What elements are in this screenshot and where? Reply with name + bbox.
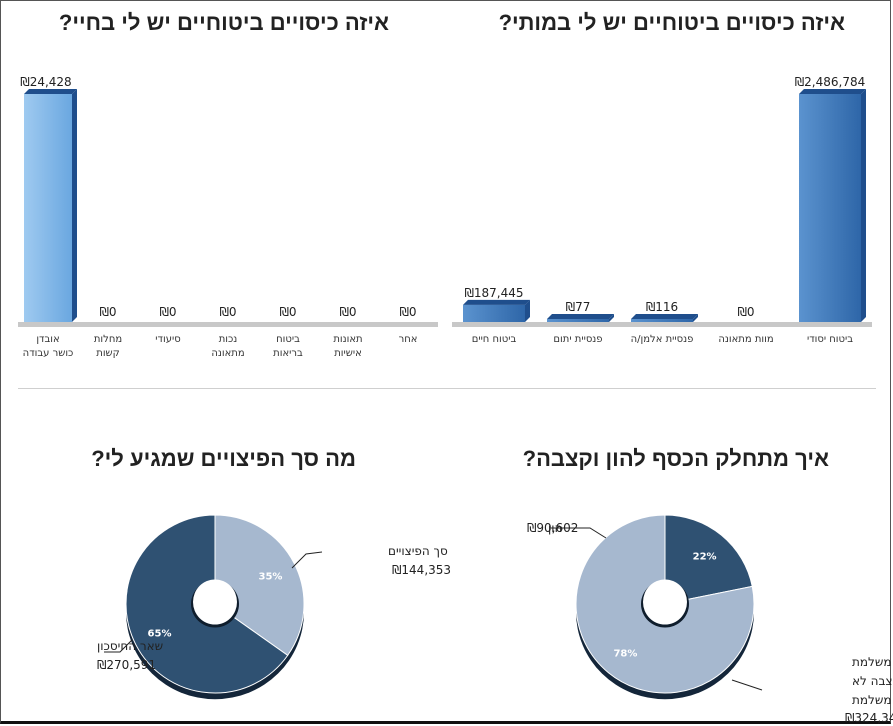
pie-percent-label-0: 22% [693, 552, 717, 563]
pie-hole [643, 579, 687, 625]
bar-category-label-1: מוות מתאונה [718, 334, 773, 345]
bar-3 [547, 319, 609, 322]
pie-slice-name-1: שאר החיסכון [97, 639, 163, 653]
pie-slice-name-0: סך הפיצויים [388, 544, 448, 558]
bar-category-label-0: אחר [399, 334, 418, 345]
pie-hole [193, 579, 237, 625]
bar-top-2 [631, 314, 698, 319]
pie-slice-0 [214, 514, 305, 657]
capital-split-pie-chart: 22%78%הון₪90,602קצבה משלמתוקצבה לאמשלמת₪… [527, 514, 893, 725]
bar-category-label-5: מחלות [94, 334, 122, 345]
pie-slice-0 [664, 514, 753, 605]
bar-category-label-4: סיעודי [155, 334, 180, 345]
bar-value-label-1: ₪0 [339, 305, 356, 319]
bar-value-label-3: ₪77 [566, 300, 591, 314]
bar-value-label-6: ₪24,428 [20, 75, 71, 89]
pie-slice-name-1: משלמת [852, 693, 892, 707]
life-coverage-title: איזה כיסויים ביטוחיים יש לי בחיי? [58, 10, 389, 35]
severance-pie-chart: 35% 65% סך הפיצויים ₪144,353 שאר החיסכון ₪270… [97, 514, 451, 700]
bar-value-label-4: ₪0 [159, 305, 176, 319]
pie-leader-line-1 [104, 639, 133, 653]
bar-side-6 [72, 89, 77, 322]
bar-category-label-5: קשות [96, 348, 119, 359]
bar-category-label-4: ביטוח חיים [472, 334, 517, 345]
life-coverage-bar-chart: ₪0 אחר ₪0 תאונות אישיות ₪0 ביטוח בריאות ₪0 נכות מת… [18, 75, 438, 359]
bar-0 [799, 94, 861, 322]
pie-leader-line-0 [291, 551, 323, 569]
bar-top-6 [24, 89, 77, 94]
capital-split-title: איך מתחלק הכסף להון וקצבה? [522, 446, 829, 471]
bar-value-label-4: ₪187,445 [464, 286, 523, 300]
bar-side-4 [525, 299, 530, 322]
bar-top-0 [799, 89, 866, 94]
pie-leader-line-0 [551, 527, 607, 539]
bar-6 [24, 94, 72, 322]
bar-category-label-6: אובדן [36, 334, 59, 345]
bar-2 [631, 319, 693, 322]
bar-value-label-3: ₪0 [219, 305, 236, 319]
bar-top-4 [463, 299, 530, 305]
bar-value-label-0: ₪2,486,784 [795, 75, 865, 89]
bar-category-label-1: תאונות [333, 334, 362, 345]
bar-category-label-0: ביטוח יסודי [807, 334, 853, 345]
bar-top-3 [547, 314, 614, 319]
bar-side-2 [693, 314, 698, 322]
bar-value-label-1: ₪0 [737, 305, 754, 319]
bar-side-0 [861, 89, 866, 322]
chart-floor [452, 322, 872, 327]
pie-percent-label-1: 78% [613, 648, 637, 659]
pie-percent-label-1: 65% [148, 629, 172, 640]
bar-category-label-3: נכות [219, 334, 238, 345]
pie-slice-value-1: ₪324,342 [845, 711, 893, 725]
death-coverage-bar-chart: ₪2,486,784 ביטוח יסודי ₪0 מוות מתאונה ₪116 פנ… [452, 75, 872, 345]
bar-category-label-2: ביטוח [276, 334, 300, 345]
bar-category-label-2: פנסיית אלמן/ה [631, 334, 694, 345]
bar-category-label-3: מתאונה [211, 348, 244, 359]
section-divider [18, 388, 876, 389]
bar-category-label-1: אישיות [334, 348, 362, 359]
chart-floor [18, 322, 438, 327]
death-coverage-title: איזה כיסויים ביטוחיים יש לי במותי? [498, 10, 845, 35]
bar-category-label-3: פנסיית יתום [553, 334, 602, 345]
bar-side-3 [609, 314, 614, 322]
pie-slice-value-0: ₪144,353 [392, 563, 451, 577]
bar-category-label-6: כושר עבודה [23, 348, 74, 359]
bar-value-label-0: ₪0 [399, 305, 416, 319]
pie-leader-line-1 [731, 679, 763, 691]
pie-slice-name-1: וקצבה לא [852, 674, 893, 688]
bar-category-label-2: בריאות [273, 348, 303, 359]
bar-value-label-2: ₪0 [279, 305, 296, 319]
pie-slice-value-1: ₪270,591 [97, 658, 156, 672]
pie-slice-name-1: קצבה משלמת [852, 655, 893, 669]
pie-percent-label-0: 35% [259, 571, 283, 582]
bar-value-label-5: ₪0 [99, 305, 116, 319]
bar-value-label-2: ₪116 [646, 300, 678, 314]
bar-4 [463, 304, 525, 322]
severance-title: מה סך הפיצויים שמגיע לי? [91, 446, 356, 471]
